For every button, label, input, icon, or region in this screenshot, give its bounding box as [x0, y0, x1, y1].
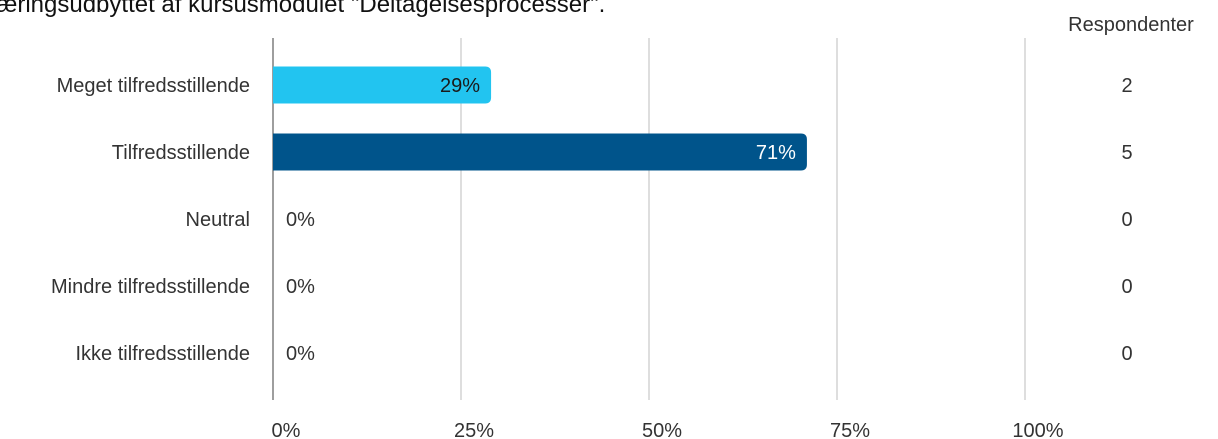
- data-label: 0%: [286, 209, 315, 231]
- category-label: Ikke tilfredsstillende: [75, 343, 250, 365]
- chart-title: æringsudbyttet af kursusmodulet "Deltage…: [0, 0, 605, 18]
- x-tick-label: 75%: [830, 420, 870, 439]
- x-tick-label: 50%: [642, 420, 682, 439]
- x-tick-label: 25%: [454, 420, 494, 439]
- respondent-count: 2: [1121, 75, 1132, 97]
- respondent-count: 5: [1121, 142, 1132, 164]
- category-label: Meget tilfredsstillende: [57, 75, 250, 97]
- x-tick-label: 100%: [1012, 420, 1063, 439]
- data-label: 71%: [756, 142, 796, 164]
- bar: [273, 133, 807, 171]
- x-tick-label: 0%: [272, 420, 301, 439]
- data-label: 0%: [286, 276, 315, 298]
- category-label: Tilfredsstillende: [112, 142, 250, 164]
- bar: [273, 66, 492, 104]
- data-label: 29%: [440, 75, 480, 97]
- respondent-count: 0: [1121, 209, 1132, 231]
- respondents-header: Respondenter: [1068, 14, 1194, 36]
- respondent-count: 0: [1121, 276, 1132, 298]
- respondent-count: 0: [1121, 343, 1132, 365]
- category-label: Mindre tilfredsstillende: [51, 276, 250, 298]
- category-label: Neutral: [186, 209, 250, 231]
- data-label: 0%: [286, 343, 315, 365]
